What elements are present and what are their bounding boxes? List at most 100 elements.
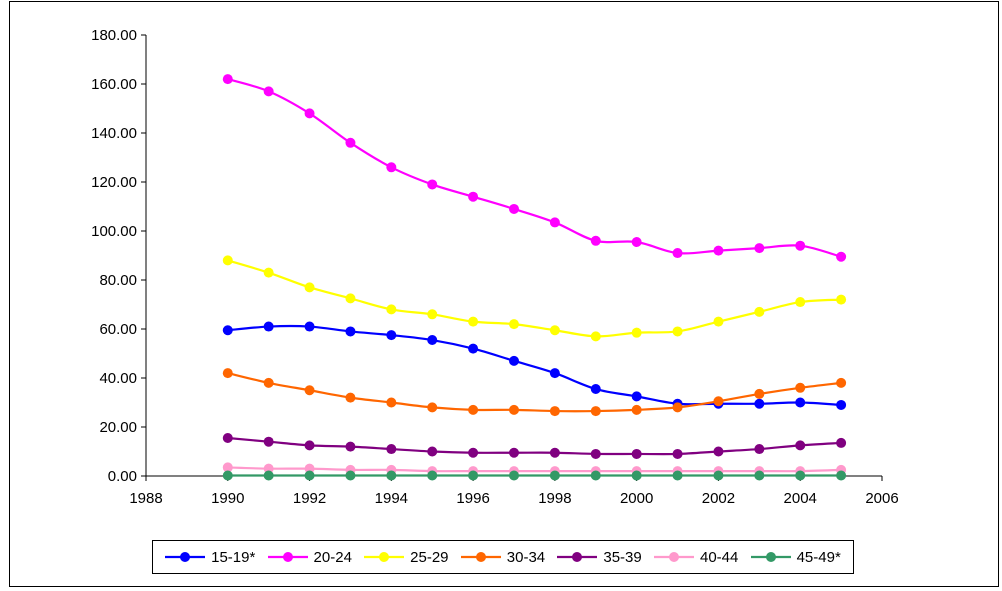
data-point xyxy=(713,396,724,407)
data-point xyxy=(672,470,683,481)
data-point xyxy=(345,326,356,337)
data-point xyxy=(263,470,274,481)
y-tick-label: 100.00 xyxy=(91,223,137,240)
series-40-44 xyxy=(222,462,847,477)
legend-item: 45-49* xyxy=(750,548,841,566)
x-tick-label: 1990 xyxy=(211,490,244,507)
data-point xyxy=(672,448,683,459)
data-point xyxy=(549,368,560,379)
data-point xyxy=(631,404,642,415)
data-point xyxy=(631,448,642,459)
data-point xyxy=(345,137,356,148)
data-point xyxy=(427,470,438,481)
data-point xyxy=(795,470,806,481)
data-point xyxy=(345,441,356,452)
data-point xyxy=(509,203,519,214)
data-point xyxy=(304,440,315,451)
data-point xyxy=(222,470,233,481)
y-tick-label: 40.00 xyxy=(99,370,137,387)
series-layer xyxy=(222,74,847,481)
x-tick-label: 1992 xyxy=(293,490,326,507)
data-point xyxy=(304,470,315,481)
series-15-19 xyxy=(222,321,847,410)
x-tick-label: 2000 xyxy=(620,490,653,507)
legend-item: 15-19* xyxy=(165,549,255,566)
chart-area xyxy=(9,1,999,587)
data-point xyxy=(631,237,642,248)
x-tick-label: 1996 xyxy=(456,490,489,507)
data-point xyxy=(713,245,724,256)
y-tick-label: 80.00 xyxy=(99,272,137,289)
data-point xyxy=(222,74,233,85)
legend-swatch xyxy=(750,552,791,562)
data-point xyxy=(795,240,806,251)
data-point xyxy=(386,330,397,341)
data-point xyxy=(468,470,479,481)
y-tick-label: 120.00 xyxy=(91,174,137,191)
data-point xyxy=(836,470,847,481)
y-ticks: 0.00 20.00 40.00 60.00 80.00 100.00 120.00 140.… xyxy=(91,27,146,485)
x-tick-label: 2004 xyxy=(784,490,817,507)
y-tick-label: 0.00 xyxy=(108,468,137,485)
data-point xyxy=(672,402,683,413)
data-point xyxy=(836,251,847,262)
data-point xyxy=(263,267,274,278)
data-point xyxy=(304,321,315,332)
legend-label: 45-49* xyxy=(796,548,841,566)
y-tick-label: 160.00 xyxy=(91,76,137,93)
legend-label: 40-44 xyxy=(699,548,739,566)
data-point xyxy=(222,255,233,266)
data-point xyxy=(468,447,479,458)
legend-label: 20-24 xyxy=(313,548,352,566)
x-ticks: 1988 1990 1992 1994 1996 1998 2000 2002 2004 2006 xyxy=(129,476,899,507)
data-point xyxy=(263,321,274,332)
data-point xyxy=(795,382,806,393)
series-line xyxy=(227,436,842,456)
x-tick-label: 1998 xyxy=(538,490,571,507)
data-point xyxy=(509,355,519,366)
data-point xyxy=(509,470,519,481)
legend-swatch xyxy=(364,552,405,562)
series-25-29 xyxy=(222,255,847,342)
legend-swatch xyxy=(653,552,694,562)
series-line xyxy=(227,466,842,473)
data-point xyxy=(631,327,642,338)
data-point xyxy=(754,398,765,409)
data-point xyxy=(549,470,560,481)
data-point xyxy=(754,388,765,399)
data-point xyxy=(304,385,315,396)
data-point xyxy=(468,316,479,327)
data-point xyxy=(590,331,601,342)
data-point xyxy=(222,325,233,336)
legend-swatch xyxy=(460,552,501,562)
data-point xyxy=(672,248,683,259)
data-point xyxy=(549,325,560,336)
legend-item: 35-39 xyxy=(557,548,642,566)
data-point xyxy=(304,463,315,474)
legend-swatch xyxy=(165,552,206,562)
legend-label: 35-39 xyxy=(603,548,642,566)
data-point xyxy=(549,406,560,417)
series-35-39 xyxy=(222,433,847,459)
data-point xyxy=(795,440,806,451)
x-tick-label: 1988 xyxy=(129,490,162,507)
legend-label: 25-29 xyxy=(410,548,449,566)
data-point xyxy=(304,282,315,293)
data-point xyxy=(386,444,397,455)
data-point xyxy=(672,326,683,337)
data-point xyxy=(631,391,642,402)
data-point xyxy=(713,316,724,327)
data-point xyxy=(263,86,274,97)
data-point xyxy=(222,368,233,379)
data-point xyxy=(795,397,806,408)
data-point xyxy=(345,293,356,304)
data-point xyxy=(345,470,356,481)
data-point xyxy=(468,191,479,202)
data-point xyxy=(427,446,438,457)
data-point xyxy=(222,462,233,473)
data-point xyxy=(549,217,560,228)
data-point xyxy=(263,463,274,474)
legend-item: 25-29 xyxy=(364,548,449,566)
data-point xyxy=(590,384,601,395)
